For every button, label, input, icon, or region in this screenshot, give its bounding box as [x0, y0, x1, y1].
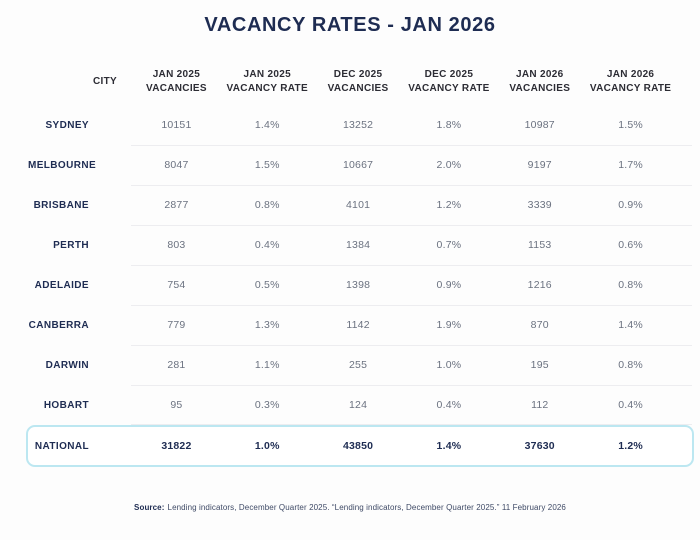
city-label: PERTH	[53, 239, 89, 251]
vacancy-value: 2877	[164, 199, 189, 211]
vacancy-rate-value: 1.0%	[436, 359, 462, 371]
vacancy-value: 13252	[342, 119, 374, 131]
vacancy-value: 10151	[161, 119, 192, 131]
national-row-highlight-box: NATIONAL 31822 1.0% 43850 1.4% 37630 1.2…	[26, 425, 694, 467]
header-jan-2026-vacancy-rate: JAN 2026 VACANCY RATE	[589, 69, 672, 94]
table-row-melbourne: MELBOURNE 8047 1.5% 10667 2.0% 9197 1.7%	[28, 145, 692, 185]
city-label: SYDNEY	[45, 119, 89, 131]
vacancy-rate-value: 1.2%	[618, 440, 643, 452]
table-row-national: NATIONAL 31822 1.0% 43850 1.4% 37630 1.2…	[28, 427, 692, 465]
city-label: NATIONAL	[34, 440, 89, 452]
table-row-perth: PERTH 803 0.4% 1384 0.7% 1153 0.6%	[28, 225, 692, 265]
vacancy-value: 255	[349, 359, 368, 371]
vacancy-value: 4101	[345, 199, 371, 211]
vacancy-rate-value: 0.6%	[618, 239, 643, 251]
vacancy-value: 281	[167, 359, 186, 371]
vacancy-value: 43850	[342, 440, 374, 452]
vacancy-rate-value: 0.9%	[618, 199, 643, 211]
header-city: CITY	[93, 76, 117, 87]
vacancy-value: 779	[167, 319, 186, 331]
vacancy-rate-value: 0.5%	[254, 279, 280, 291]
vacancy-value: 95	[170, 399, 183, 411]
vacancy-value: 10987	[524, 119, 555, 131]
vacancy-rate-value: 0.3%	[254, 399, 280, 411]
vacancy-rate-value: 1.5%	[254, 159, 280, 171]
vacancy-value: 9197	[527, 159, 552, 171]
vacancy-value: 1398	[345, 279, 371, 291]
vacancy-value: 870	[530, 319, 549, 331]
page-title: VACANCY RATES - JAN 2026	[204, 14, 496, 36]
vacancy-rate-value: 0.4%	[436, 399, 462, 411]
vacancy-value: 8047	[164, 159, 189, 171]
vacancy-rate-value: 0.8%	[254, 199, 280, 211]
city-label: ADELAIDE	[34, 279, 89, 291]
vacancy-value: 124	[349, 399, 368, 411]
vacancy-value: 803	[167, 239, 186, 251]
table-row-brisbane: BRISBANE 2877 0.8% 4101 1.2% 3339 0.9%	[28, 185, 692, 225]
vacancy-value: 754	[167, 279, 186, 291]
vacancy-rate-value: 1.7%	[618, 159, 643, 171]
header-dec-2025-vacancies: DEC 2025 VACANCIES	[327, 69, 389, 94]
vacancy-rate-value: 1.3%	[254, 319, 280, 331]
table-body: SYDNEY 10151 1.4% 13252 1.8% 10987 1.5% …	[28, 105, 692, 425]
table-row-adelaide: ADELAIDE 754 0.5% 1398 0.9% 1216 0.8%	[28, 265, 692, 305]
vacancy-value: 37630	[524, 440, 555, 452]
table-row-darwin: DARWIN 281 1.1% 255 1.0% 195 0.8%	[28, 345, 692, 385]
vacancy-rate-value: 1.8%	[436, 119, 462, 131]
vacancy-rate-value: 0.8%	[618, 359, 643, 371]
vacancy-value: 1384	[345, 239, 371, 251]
vacancy-rate-value: 0.4%	[618, 399, 643, 411]
vacancy-value: 10667	[342, 159, 374, 171]
vacancy-rate-value: 0.4%	[254, 239, 280, 251]
vacancy-value: 31822	[161, 440, 192, 452]
source-label: Source:	[134, 503, 165, 512]
header-jan-2025-vacancy-rate: JAN 2025 VACANCY RATE	[226, 69, 308, 94]
table-row-canberra: CANBERRA 779 1.3% 1142 1.9% 870 1.4%	[28, 305, 692, 345]
vacancy-rate-value: 0.7%	[436, 239, 462, 251]
source-text: Lending indicators, December Quarter 202…	[167, 503, 566, 512]
vacancy-rate-value: 1.1%	[254, 359, 280, 371]
header-jan-2025-vacancies: JAN 2025 VACANCIES	[145, 69, 207, 94]
vacancy-value: 195	[530, 359, 549, 371]
header-jan-2026-vacancies: JAN 2026 VACANCIES	[509, 69, 571, 94]
city-label: HOBART	[43, 399, 89, 411]
vacancy-rate-value: 1.2%	[436, 199, 462, 211]
vacancy-rate-value: 0.9%	[436, 279, 462, 291]
vacancy-rate-value: 1.5%	[618, 119, 643, 131]
vacancy-rate-value: 2.0%	[436, 159, 462, 171]
vacancy-rate-value: 1.4%	[436, 440, 462, 452]
vacancy-rate-value: 1.0%	[254, 440, 280, 452]
vacancy-rate-value: 0.8%	[618, 279, 643, 291]
vacancy-value: 3339	[527, 199, 552, 211]
vacancy-rate-value: 1.4%	[618, 319, 643, 331]
header-dec-2025-vacancy-rate: DEC 2025 VACANCY RATE	[408, 69, 490, 94]
vacancy-value: 1142	[346, 319, 370, 331]
vacancy-rate-value: 1.4%	[254, 119, 280, 131]
vacancy-table: CITY JAN 2025 VACANCIES JAN 2025 VACANCY…	[26, 63, 694, 467]
vacancy-rate-value: 1.9%	[436, 319, 462, 331]
vacancy-value: 112	[531, 399, 549, 411]
vacancy-value: 1216	[527, 279, 552, 291]
source-note: Source: Lending indicators, December Quar…	[0, 503, 700, 512]
vacancy-value: 1153	[528, 239, 552, 251]
city-label: BRISBANE	[33, 199, 89, 211]
table-header-row: CITY JAN 2025 VACANCIES JAN 2025 VACANCY…	[28, 63, 692, 101]
table-row-sydney: SYDNEY 10151 1.4% 13252 1.8% 10987 1.5%	[28, 105, 692, 145]
table-row-hobart: HOBART 95 0.3% 124 0.4% 112 0.4%	[28, 385, 692, 425]
city-label: DARWIN	[45, 359, 89, 371]
city-label: CANBERRA	[28, 319, 89, 331]
city-label: MELBOURNE	[28, 159, 97, 171]
